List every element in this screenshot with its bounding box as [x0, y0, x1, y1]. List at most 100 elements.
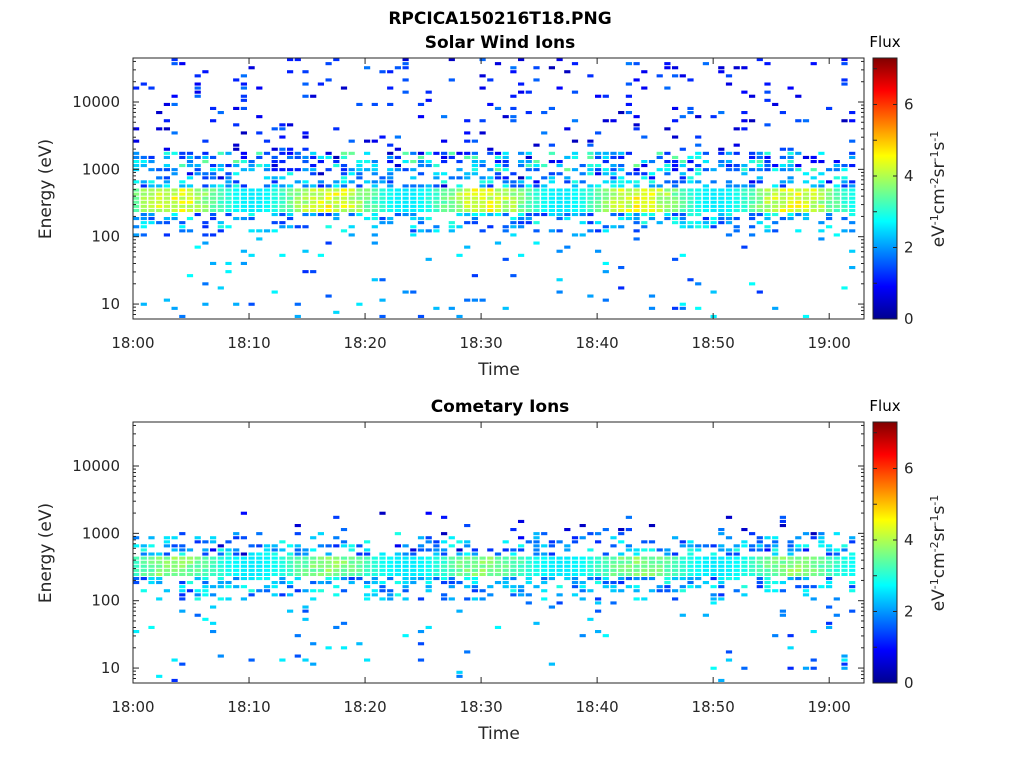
spectrogram-cell	[595, 560, 602, 564]
spectrogram-cell	[541, 213, 548, 217]
spectrogram-cell	[587, 564, 594, 568]
spectrogram-cell	[140, 225, 147, 229]
spectrogram-cell	[548, 192, 555, 196]
spectrogram-cell	[179, 544, 186, 548]
spectrogram-cell	[263, 196, 271, 200]
spectrogram-cell	[479, 204, 486, 208]
spectrogram-cell	[171, 564, 178, 568]
spectrogram-cell	[302, 135, 309, 139]
spectrogram-cell	[610, 544, 617, 548]
spectrogram-cell	[302, 204, 309, 208]
spectrogram-cell	[664, 172, 671, 176]
spectrogram-cell	[494, 556, 502, 560]
spectrogram-cell	[240, 131, 247, 135]
spectrogram-cell	[487, 200, 494, 204]
spectrogram-cell	[325, 192, 332, 196]
spectrogram-cell	[479, 564, 486, 568]
spectrogram-cell	[749, 184, 756, 188]
spectrogram-cell	[340, 192, 348, 196]
spectrogram-cell	[433, 176, 440, 180]
spectrogram-cell	[556, 560, 563, 564]
spectrogram-cell	[402, 196, 409, 200]
spectrogram-cell	[849, 581, 856, 585]
spectrogram-cell	[464, 200, 471, 204]
x-tick-label: 18:00	[111, 334, 154, 352]
spectrogram-cell	[140, 577, 147, 581]
spectrogram-cell	[595, 609, 602, 613]
spectrogram-cell	[548, 540, 555, 544]
spectrogram-cell	[433, 540, 440, 544]
spectrogram-cell	[225, 184, 232, 188]
spectrogram-cell	[664, 204, 671, 208]
spectrogram-cell	[394, 552, 401, 556]
spectrogram-cell	[779, 180, 786, 184]
spectrogram-cell	[849, 139, 856, 143]
colorbar-tick-label: 4	[904, 167, 914, 185]
spectrogram-cell	[733, 552, 740, 556]
spectrogram-cell	[279, 168, 286, 172]
spectrogram-cell	[394, 572, 401, 576]
spectrogram-cell	[756, 58, 763, 62]
y-tick-label: 100	[91, 592, 120, 610]
spectrogram-cell	[672, 556, 679, 560]
spectrogram-cell	[156, 200, 163, 204]
spectrogram-cell	[425, 560, 432, 564]
spectrogram-cell	[679, 200, 686, 204]
spectrogram-cell	[849, 188, 856, 192]
spectrogram-cell	[510, 233, 517, 237]
spectrogram-cell	[541, 176, 548, 180]
spectrogram-cell	[672, 536, 679, 540]
spectrogram-cell	[525, 540, 532, 544]
spectrogram-cell	[487, 572, 494, 576]
spectrogram-cell	[602, 192, 609, 196]
spectrogram-cell	[217, 151, 224, 155]
spectrogram-cell	[225, 585, 232, 589]
spectrogram-cell	[795, 568, 802, 572]
spectrogram-cell	[494, 564, 502, 568]
spectrogram-cell	[710, 556, 717, 560]
spectrogram-cell	[464, 560, 471, 564]
spectrogram-cell	[818, 544, 825, 548]
spectrogram-cell	[464, 544, 471, 548]
spectrogram-cell	[779, 564, 786, 568]
spectrogram-cell	[602, 168, 609, 172]
spectrogram-cell	[841, 208, 848, 212]
spectrogram-cell	[525, 160, 532, 164]
spectrogram-cell	[618, 151, 625, 155]
spectrogram-cell	[179, 196, 186, 200]
spectrogram-cell	[695, 164, 702, 168]
spectrogram-cell	[849, 192, 856, 196]
spectrogram-cell	[725, 192, 733, 196]
spectrogram-cell	[271, 544, 278, 548]
spectrogram-cell	[217, 192, 224, 196]
spectrogram-cell	[818, 568, 825, 572]
spectrogram-cell	[571, 540, 579, 544]
spectrogram-cell	[417, 184, 425, 188]
spectrogram-cell	[441, 560, 448, 564]
spectrogram-cell	[271, 184, 278, 188]
spectrogram-cell	[310, 662, 317, 666]
spectrogram-cell	[163, 589, 170, 593]
spectrogram-cell	[302, 568, 309, 572]
spectrogram-cell	[533, 552, 540, 556]
spectrogram-cell	[718, 581, 725, 585]
spectrogram-cell	[579, 581, 586, 585]
spectrogram-cell	[625, 204, 632, 208]
spectrogram-cell	[171, 536, 178, 540]
spectrogram-cell	[826, 225, 833, 229]
spectrogram-cell	[379, 70, 386, 74]
spectrogram-cell	[194, 540, 201, 544]
spectrogram-cell	[802, 589, 810, 593]
spectrogram-cell	[725, 160, 733, 164]
spectrogram-cell	[379, 204, 386, 208]
spectrogram-cell	[325, 646, 332, 650]
spectrogram-cell	[179, 552, 186, 556]
spectrogram-cell	[672, 564, 679, 568]
spectrogram-cell	[618, 180, 625, 184]
spectrogram-cell	[518, 217, 525, 221]
spectrogram-cell	[202, 221, 209, 225]
spectrogram-cell	[433, 200, 440, 204]
spectrogram-cell	[718, 577, 725, 581]
spectrogram-cell	[179, 556, 186, 560]
spectrogram-cell	[779, 208, 786, 212]
